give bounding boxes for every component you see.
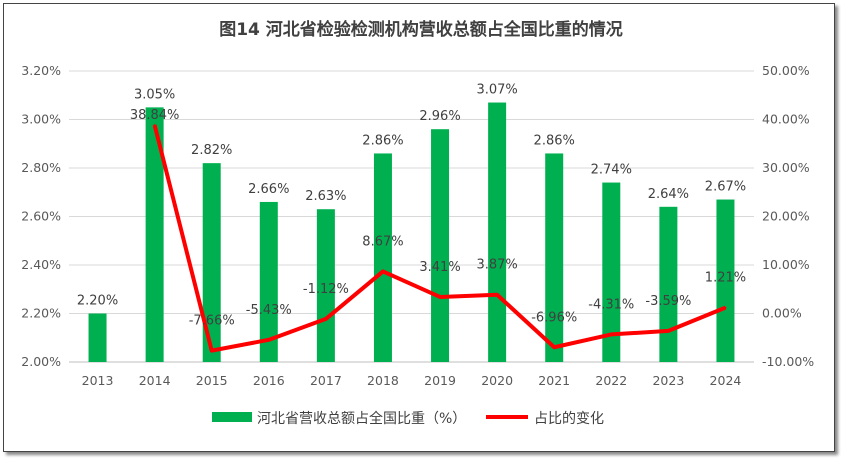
left-tick-label: 3.00% (21, 112, 61, 127)
right-tick-label: 30.00% (762, 160, 810, 175)
line-data-label: 3.87% (476, 258, 517, 273)
x-tick-label: 2023 (652, 373, 684, 388)
legend-bar-swatch (212, 412, 252, 422)
bar-2020 (488, 102, 507, 363)
bar-data-label: 2.63% (305, 189, 346, 204)
bar-2024 (716, 199, 735, 362)
bar-data-label: 2.66% (248, 182, 289, 197)
left-tick-label: 2.20% (21, 306, 61, 321)
chart: 图14 河北省检验检测机构营收总额占全国比重的情况 2.20% 3.05% 2.82… (21, 19, 814, 427)
left-tick-label: 2.00% (21, 354, 61, 369)
right-tick-label: -10.00% (762, 354, 814, 369)
right-tick-label: 20.00% (762, 209, 810, 224)
legend: 河北省营收总额占全国比重（%） 占比的变化 (212, 410, 604, 427)
bar-2014 (145, 107, 164, 362)
left-tick-label: 2.40% (21, 257, 61, 272)
x-tick-label: 2014 (139, 373, 171, 388)
bar-data-label: 2.86% (534, 133, 575, 148)
bar-data-label: 2.74% (591, 163, 632, 178)
line-data-label: -7.66% (189, 314, 235, 329)
bar-data-label: 3.07% (476, 83, 517, 98)
line-data-label: -3.59% (645, 294, 691, 309)
line-point-2020 (496, 293, 499, 296)
line-data-label: -5.43% (246, 303, 292, 318)
x-tick-label: 2017 (310, 373, 342, 388)
line-point-2024 (724, 306, 727, 309)
line-point-2014 (153, 124, 156, 127)
bar-2021 (545, 153, 564, 362)
x-tick-label: 2015 (196, 373, 228, 388)
bar-2013 (88, 313, 107, 362)
left-tick-label: 2.80% (21, 160, 61, 175)
bar-2017 (316, 209, 335, 362)
x-tick-label: 2019 (424, 373, 456, 388)
right-tick-label: 0.00% (762, 306, 802, 321)
bar-2019 (431, 129, 450, 362)
line-data-label: 38.84% (130, 108, 180, 123)
bar-data-label: 2.64% (648, 187, 689, 202)
chart-frame: 图14 河北省检验检测机构营收总额占全国比重的情况 2.20% 3.05% 2.82… (3, 3, 835, 452)
line-point-2023 (667, 329, 670, 332)
bar-2015 (202, 163, 221, 362)
line-data-label: 3.41% (419, 260, 460, 275)
line-point-2016 (267, 338, 270, 341)
right-tick-label: 10.00% (762, 257, 810, 272)
line-point-2018 (381, 270, 384, 273)
bar-data-label: 2.96% (419, 109, 460, 124)
line-point-2022 (610, 333, 613, 336)
line-data-label: 1.21% (705, 271, 746, 286)
right-tick-label: 50.00% (762, 63, 810, 78)
bar-data-label: 2.82% (191, 143, 232, 158)
x-tick-label: 2022 (595, 373, 627, 388)
line-data-label: -1.12% (303, 282, 349, 297)
bar-data-label: 2.67% (705, 180, 746, 195)
x-tick-label: 2020 (481, 373, 513, 388)
bar-data-label: 2.20% (77, 294, 118, 309)
line-data-label: 8.67% (362, 234, 403, 249)
left-tick-label: 2.60% (21, 209, 61, 224)
x-tick-label: 2024 (710, 373, 742, 388)
left-tick-label: 3.20% (21, 63, 61, 78)
bar-2023 (659, 206, 678, 362)
chart-title: 图14 河北省检验检测机构营收总额占全国比重的情况 (219, 19, 623, 40)
x-tick-label: 2016 (253, 373, 285, 388)
line-data-label: -4.31% (588, 297, 634, 312)
bar-2018 (373, 153, 392, 362)
bar-2022 (602, 182, 621, 362)
line-point-2017 (324, 317, 327, 320)
x-tick-label: 2018 (367, 373, 399, 388)
legend-bar-label: 河北省营收总额占全国比重（%） (257, 410, 466, 427)
right-tick-label: 40.00% (762, 112, 810, 127)
line-point-2019 (439, 295, 442, 298)
bar-2016 (259, 201, 278, 362)
line-point-2015 (210, 349, 213, 352)
bar-data-label: 2.86% (362, 133, 403, 148)
line-data-label: -6.96% (531, 310, 577, 325)
line-point-2021 (553, 346, 556, 349)
bar-data-label: 3.05% (134, 87, 175, 102)
x-tick-label: 2013 (82, 373, 114, 388)
legend-line-label: 占比的变化 (534, 411, 604, 427)
x-tick-label: 2021 (538, 373, 570, 388)
